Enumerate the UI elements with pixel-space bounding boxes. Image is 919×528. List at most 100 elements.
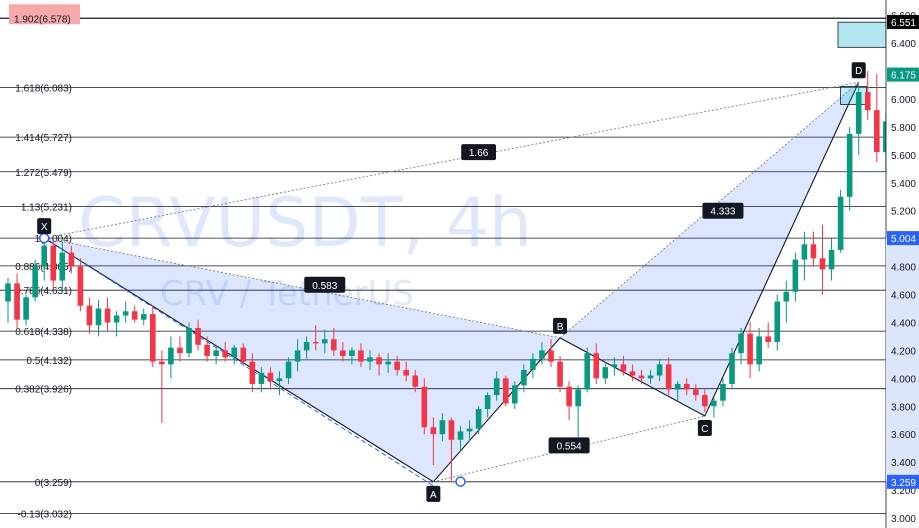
price-tag-bg: [887, 67, 919, 82]
candle-body: [303, 342, 310, 351]
fib-label-highlight: [9, 4, 80, 25]
candle-body: [186, 328, 192, 354]
candle-body: [864, 92, 871, 111]
price-tick-label: 3.800: [891, 402, 916, 413]
candle-body: [168, 347, 174, 365]
candle-body: [367, 357, 373, 362]
candle-body: [150, 314, 156, 362]
candle-body: [629, 371, 636, 376]
point-tag-c: [697, 420, 712, 437]
point-tag-d: [851, 62, 866, 79]
fib-label: 1.618(6.083): [15, 83, 72, 94]
target-zone: [840, 86, 867, 105]
fib-label: 0.382(3.926): [15, 385, 72, 396]
candle-body: [204, 344, 210, 356]
point-tag-x: [37, 218, 52, 235]
candle-body: [285, 361, 292, 379]
ratio-tag: [461, 144, 496, 161]
ratio-tag: [548, 437, 590, 454]
price-tick-label: 4.600: [891, 291, 916, 302]
candle-body: [421, 386, 428, 428]
fib-label: 0.5(4.132): [26, 356, 72, 367]
candle-body: [41, 245, 47, 267]
price-tick-label: 5.200: [891, 207, 916, 218]
price-tick-label: 3.600: [891, 430, 916, 441]
candle-body: [747, 333, 753, 365]
candle-body: [702, 395, 708, 407]
candle-body: [638, 375, 645, 379]
price-tick-label: 4.200: [891, 346, 916, 357]
point-x-handle: [38, 232, 50, 244]
candle-body: [502, 378, 509, 404]
candle-body: [765, 336, 771, 343]
point-label-c: C: [701, 424, 708, 435]
candle-body: [195, 328, 201, 345]
ratio-label: 1.66: [469, 148, 489, 159]
price-tag-label: 5.004: [891, 234, 916, 245]
fib-label: 0.786(4.631): [15, 286, 72, 297]
watermark-symbol: CRVUSDT, 4h: [78, 184, 532, 263]
candle-body: [711, 400, 717, 407]
candle-body: [358, 350, 364, 362]
price-tag-label: 3.259: [891, 478, 916, 489]
candle-body: [584, 353, 590, 390]
point-tag-a: [426, 485, 441, 502]
candle-body: [222, 350, 228, 358]
ratio-line: [44, 237, 561, 339]
ratio-tag: [702, 202, 744, 219]
price-tag-bg: [887, 231, 919, 246]
price-tag-bg: [887, 474, 919, 489]
candle-body: [249, 361, 256, 384]
price-tick-label: 3.200: [891, 486, 916, 497]
candle-body: [439, 420, 446, 435]
target-zone-upper: [837, 21, 887, 48]
ratio-label: 4.333: [710, 207, 735, 218]
candle-body: [874, 110, 880, 153]
candle-body: [557, 361, 563, 387]
candle-body: [593, 353, 600, 379]
ratio-line: [433, 415, 705, 483]
ratio-label: 0.583: [312, 281, 337, 292]
candle-body: [774, 301, 781, 343]
candle-body: [267, 372, 274, 382]
fib-label: 0(3.259): [35, 478, 72, 489]
candle-body: [665, 364, 672, 390]
candle-body: [620, 364, 627, 372]
fib-label: 1.13(5.231): [21, 202, 72, 213]
candle-body: [521, 369, 527, 386]
fib-label: 0.618(4.338): [15, 327, 72, 338]
candle-body: [321, 339, 328, 344]
point-tag-b: [553, 317, 568, 334]
price-tick-label: 4.000: [891, 374, 916, 385]
candle-body: [548, 350, 554, 362]
candle-body: [855, 92, 862, 134]
price-tick-label: 5.800: [891, 123, 916, 134]
candle-body: [819, 258, 826, 270]
candle-body: [213, 350, 219, 356]
price-axis: 3.000 3.200 3.400 3.600 3.800 4.000 4.200 4.400…: [885, 0, 919, 528]
candle-body: [104, 308, 111, 323]
candle-body: [312, 342, 319, 344]
candle-body: [693, 389, 699, 396]
candle-body: [95, 308, 102, 326]
candle-body: [403, 369, 409, 376]
candle-body: [683, 383, 690, 390]
candle-body: [720, 383, 726, 401]
candle-body: [86, 305, 93, 326]
point-label-x: X: [41, 222, 48, 233]
fib-label: 1.414(5.727): [15, 133, 72, 144]
candle-body: [801, 244, 808, 260]
candle-body: [783, 291, 790, 302]
candle-body: [59, 252, 66, 281]
candle-body: [412, 375, 419, 387]
candle-body: [113, 315, 120, 323]
candle-body: [240, 347, 247, 362]
candle-body: [512, 385, 518, 404]
fib-label: 1.272(5.479): [15, 168, 72, 179]
price-tick-label: 6.400: [891, 39, 916, 50]
candle-body: [77, 266, 84, 306]
candle-body: [231, 347, 238, 358]
pattern-labels: X A B C D 0.583 1.66 4.333 0.554: [37, 62, 866, 502]
candle-body: [50, 245, 57, 281]
